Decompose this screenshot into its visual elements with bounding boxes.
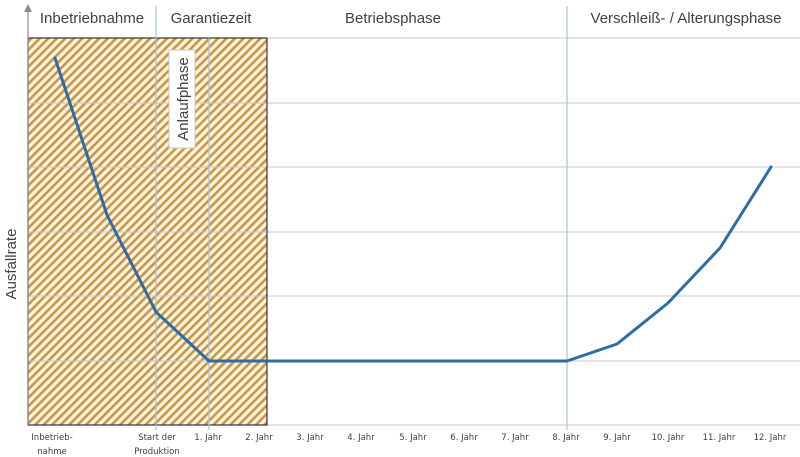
phase-label-verschleiss: Verschleiß- / Alterungsphase xyxy=(591,10,782,27)
tick-jahr-6: 6. Jahr xyxy=(450,433,478,443)
tick-start-produktion-1: Start der xyxy=(138,433,176,443)
arrow-up-icon xyxy=(24,4,32,12)
tick-start-produktion-2: Produktion xyxy=(134,447,179,457)
phase-dividers xyxy=(155,6,568,430)
tick-jahr-9: 9. Jahr xyxy=(603,433,631,443)
phase-label-betriebsphase: Betriebsphase xyxy=(345,10,441,27)
failure-rate-line xyxy=(53,56,773,363)
anlaufphase-annotation: Anlaufphase xyxy=(168,49,196,149)
x-axis-tick-labels: Inbetrieb- nahme Start der Produktion 1.… xyxy=(31,433,787,457)
tick-jahr-8: 8. Jahr xyxy=(552,433,580,443)
phase-label-inbetriebnahme: Inbetriebnahme xyxy=(40,10,144,27)
tick-inbetriebnahme-2: nahme xyxy=(37,447,67,457)
tick-jahr-10: 10. Jahr xyxy=(652,433,685,443)
tick-inbetriebnahme-1: Inbetrieb- xyxy=(31,433,72,443)
tick-jahr-7: 7. Jahr xyxy=(501,433,529,443)
tick-jahr-12: 12. Jahr xyxy=(754,433,787,443)
tick-jahr-4: 4. Jahr xyxy=(347,433,375,443)
tick-jahr-3: 3. Jahr xyxy=(296,433,324,443)
tick-jahr-5: 5. Jahr xyxy=(399,433,427,443)
phase-label-garantiezeit: Garantiezeit xyxy=(171,10,253,27)
y-axis-label: Ausfallrate xyxy=(3,229,20,300)
tick-jahr-11: 11. Jahr xyxy=(703,433,736,443)
tick-jahr-1: 1. Jahr xyxy=(194,433,222,443)
tick-jahr-2: 2. Jahr xyxy=(245,433,273,443)
y-axis xyxy=(24,4,32,425)
anlaufphase-label: Anlaufphase xyxy=(175,57,192,140)
